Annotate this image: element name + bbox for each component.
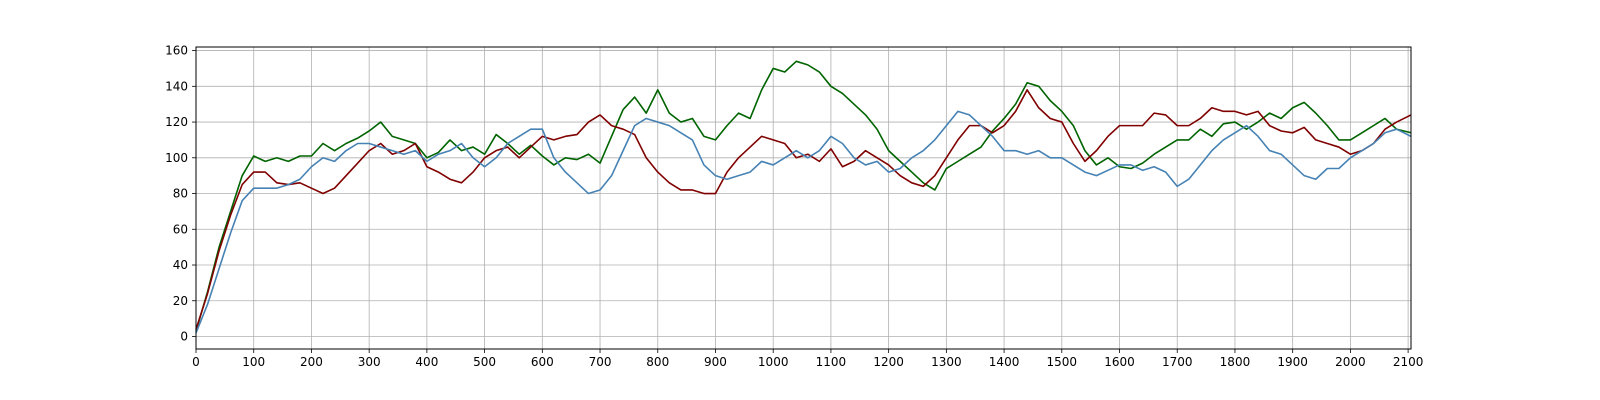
- x-tick-label: 900: [704, 355, 727, 369]
- y-axis: 0 20 40 60 80 100 120 140 160: [165, 44, 196, 343]
- x-tick-label: 1700: [1162, 355, 1193, 369]
- y-tick-label: 40: [173, 258, 188, 272]
- x-tick-label: 1100: [816, 355, 847, 369]
- x-tick-label: 800: [646, 355, 669, 369]
- x-tick-label: 1400: [989, 355, 1020, 369]
- y-tick-label: 0: [180, 329, 188, 343]
- plot-frame: [195, 46, 1412, 350]
- grid: [195, 47, 1411, 349]
- x-tick-label: 1600: [1104, 355, 1135, 369]
- y-tick-label: 100: [165, 151, 188, 165]
- y-tick-label: 140: [165, 79, 188, 93]
- x-tick-label: 700: [589, 355, 612, 369]
- x-tick-label: 1500: [1047, 355, 1078, 369]
- y-tick-label: 20: [173, 294, 188, 308]
- x-tick-label: 200: [300, 355, 323, 369]
- x-tick-label: 600: [531, 355, 554, 369]
- x-tick-label: 1900: [1277, 355, 1308, 369]
- series-line-2: [195, 89, 1412, 330]
- x-tick-label: 1800: [1220, 355, 1251, 369]
- x-tick-label: 400: [415, 355, 438, 369]
- x-tick-label: 2100: [1393, 355, 1424, 369]
- x-tick-label: 1000: [758, 355, 789, 369]
- y-tick-label: 60: [173, 222, 188, 236]
- x-tick-label: 300: [358, 355, 381, 369]
- x-tick-label: 2000: [1335, 355, 1366, 369]
- x-tick-label: 500: [473, 355, 496, 369]
- x-tick-label: 1300: [931, 355, 962, 369]
- series-layer: [195, 60, 1412, 334]
- y-tick-label: 120: [165, 115, 188, 129]
- x-axis: 0 100 200 300 400 500 600 700 800 900 1000 1100 1200…: [192, 349, 1423, 369]
- y-tick-label: 80: [173, 187, 188, 201]
- series-line-1: [195, 60, 1412, 332]
- x-tick-label: 0: [192, 355, 200, 369]
- x-tick-label: 100: [242, 355, 265, 369]
- series-line-3: [195, 110, 1412, 334]
- x-tick-label: 1200: [873, 355, 904, 369]
- y-tick-label: 160: [165, 44, 188, 58]
